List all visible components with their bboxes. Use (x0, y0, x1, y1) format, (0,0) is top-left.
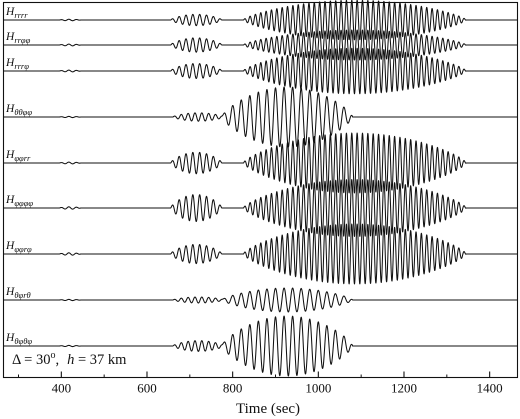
annotation-delta-equals: = (21, 352, 36, 368)
trace-label: Hrrrr (5, 6, 28, 20)
trace-label: Hθθφφ (5, 103, 32, 117)
trace-label-main: H (5, 31, 15, 43)
trace-labels: HrrrrHrrφφHrrrφHθθφφHφφrrHφφφφHφφrφHθφrθ… (5, 6, 33, 346)
trace-line (3, 47, 518, 95)
trace-label-subscript: rrrφ (14, 61, 29, 71)
annotation-delta-symbol: Δ (12, 352, 21, 368)
trace-label-main: H (5, 149, 15, 161)
trace-label-main: H (5, 240, 15, 252)
x-tick-label: 800 (223, 381, 243, 396)
trace-label-subscript: rrrr (14, 10, 28, 20)
annotation-h-equals: = (74, 352, 89, 368)
trace-line (3, 223, 518, 285)
x-tick-label: 400 (52, 381, 72, 396)
annotation-separator: , (55, 352, 59, 368)
x-tick-label: 1400 (477, 381, 503, 396)
trace-label-subscript: φφφφ (14, 198, 33, 208)
trace-line (3, 287, 518, 313)
trace-line (3, 132, 518, 194)
waveform-traces (3, 0, 518, 377)
trace-label: Hrrφφ (5, 31, 31, 45)
trace-label-subscript: φφrφ (14, 244, 32, 254)
trace-label-subscript: φφrr (14, 153, 31, 163)
plot-frame (2, 1, 519, 379)
annotation-h-value: 37 km (90, 352, 127, 368)
trace-label: Hφφrr (5, 149, 31, 163)
trace-label-main: H (5, 6, 15, 18)
trace-label-main: H (5, 332, 15, 344)
trace-line (3, 29, 518, 61)
trace-label: Hθφrθ (5, 286, 31, 300)
annotation-parameters: Δ = 30o, h = 37 km (12, 350, 127, 368)
x-axis-label: Time (sec) (236, 401, 300, 417)
trace-label-main: H (5, 194, 15, 206)
trace-label-subscript: θφrθ (14, 290, 30, 300)
trace-line (3, 179, 518, 237)
trace-line (3, 315, 518, 377)
trace-label: Hφφφφ (5, 194, 33, 208)
trace-line (3, 0, 518, 41)
trace-label: Hrrrφ (5, 57, 29, 71)
trace-label-main: H (5, 57, 15, 69)
x-tick-label: 1200 (391, 381, 417, 396)
trace-label-subscript: θθφφ (14, 107, 32, 117)
x-tick-label: 600 (137, 381, 157, 396)
trace-label-main: H (5, 286, 15, 298)
trace-label-main: H (5, 103, 15, 115)
trace-label: Hφφrφ (5, 240, 32, 254)
trace-label-subscript: rrφφ (14, 35, 30, 45)
trace-label-subscript: θφθφ (14, 336, 32, 346)
trace-label: Hθφθφ (5, 332, 32, 346)
x-axis-ticks: 400 600 800 1000 1200 1400 (17, 371, 503, 396)
x-tick-label: 1000 (305, 381, 331, 396)
trace-line (3, 86, 518, 148)
annotation-degree: o (50, 350, 55, 361)
annotation-h-symbol: h (67, 352, 74, 368)
annotation-delta-value: 30 (36, 352, 51, 368)
